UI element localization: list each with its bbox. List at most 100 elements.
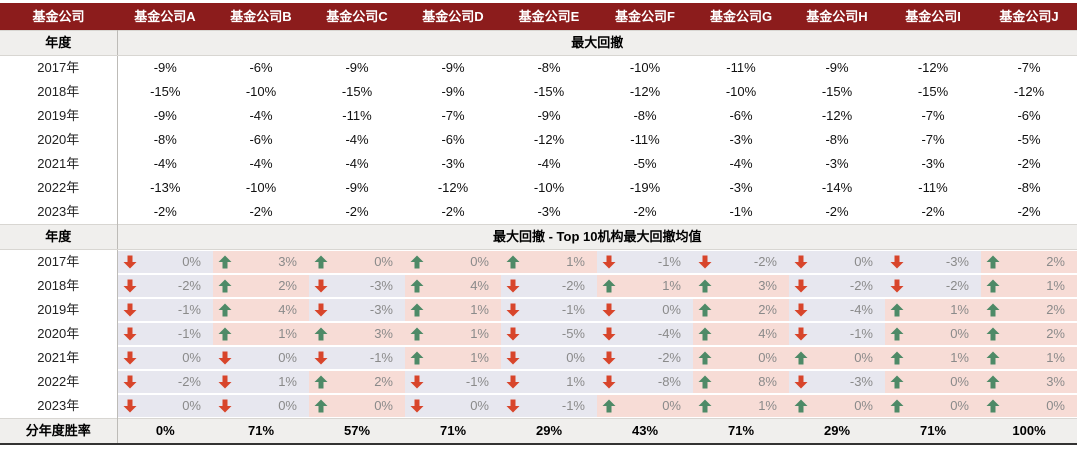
relative-drawdown-value: 0% [854,350,873,365]
cell-background: 0% [309,251,405,273]
up-arrow-icon [890,351,904,365]
up-arrow-icon [218,327,232,341]
relative-drawdown-cell: 1% [885,346,981,370]
drawdown-value: -4% [345,132,369,147]
down-arrow-icon [218,351,232,365]
drawdown-value: -6% [249,60,273,75]
relative-drawdown-cell: -1% [501,394,597,419]
up-arrow-icon [314,375,328,389]
relative-drawdown-cell: 0% [789,250,885,275]
relative-drawdown-cell: 0% [501,346,597,370]
header-row: 基金公司 基金公司A 基金公司B 基金公司C 基金公司D 基金公司E 基金公司F… [0,3,1077,31]
up-arrow-icon [986,255,1000,269]
relative-drawdown-value: 1% [1046,278,1065,293]
relative-drawdown-cell: 3% [981,370,1077,394]
relative-drawdown-cell: 1% [405,298,501,322]
year-label: 2022年 [0,176,118,200]
up-arrow-icon [890,375,904,389]
drawdown-value: -10% [629,60,661,75]
relative-drawdown-cell: -3% [309,298,405,322]
relative-drawdown-value: -4% [849,302,873,317]
section1-row: 2017年 -9% -6% -9% -9% -8% -10% -11% -9% -12% -7% [0,55,1077,80]
relative-drawdown-cell: 1% [981,346,1077,370]
relative-drawdown-value: -2% [177,374,201,389]
down-arrow-icon [506,375,520,389]
up-arrow-icon [698,327,712,341]
relative-drawdown-value: 3% [1046,374,1065,389]
relative-drawdown-value: 2% [758,302,777,317]
year-label: 2020年 [0,128,118,152]
drawdown-value: -5% [633,156,657,171]
drawdown-value: -12% [533,132,565,147]
drawdown-value: -7% [1017,60,1041,75]
section1-row: 2018年 -15% -10% -15% -9% -15% -12% -10% -15% -15%… [0,80,1077,104]
down-arrow-icon [123,351,136,365]
drawdown-value: -2% [921,204,945,219]
relative-drawdown-value: -1% [657,254,681,269]
relative-drawdown-value: 0% [278,398,297,413]
up-arrow-icon [602,279,616,293]
relative-drawdown-cell: 0% [885,370,981,394]
relative-drawdown-value: 0% [950,398,969,413]
relative-drawdown-cell: 2% [981,322,1077,346]
drawdown-value: -2% [345,204,369,219]
section2-row: 2017年 0% 3% 0% 0% 1% -1% -2% 0% -3% 2% [0,249,1077,275]
drawdown-value: -9% [441,84,465,99]
relative-drawdown-cell: -2% [501,274,597,298]
up-arrow-icon [410,255,424,269]
drawdown-value: -10% [245,180,277,195]
drawdown-value: -8% [1017,180,1041,195]
down-arrow-icon [218,375,232,389]
header-company-f: 基金公司F [597,3,693,31]
relative-drawdown-value: -2% [849,278,873,293]
relative-drawdown-cell: 0% [597,394,693,419]
section2-row: 2022年 -2% 1% 2% -1% 1% -8% 8% -3% 0% 3% [0,370,1077,394]
relative-drawdown-cell: 2% [981,250,1077,275]
relative-drawdown-cell: -5% [501,322,597,346]
relative-drawdown-value: 3% [374,326,393,341]
year-label: 2022年 [0,370,118,394]
relative-drawdown-cell: 0% [309,394,405,419]
cell-background: 3% [981,371,1077,393]
relative-drawdown-value: -3% [849,374,873,389]
drawdown-value: -11% [918,180,948,195]
relative-drawdown-cell: 2% [693,298,789,322]
cell-background: -3% [309,299,405,321]
cell-background: -3% [885,251,981,273]
drawdown-value: -9% [345,180,369,195]
cell-background: 1% [597,275,693,297]
relative-drawdown-value: -1% [465,374,489,389]
year-label: 2019年 [0,104,118,128]
down-arrow-icon [410,375,424,389]
relative-drawdown-cell: 4% [693,322,789,346]
section1-row: 2021年 -4% -4% -4% -3% -4% -5% -4% -3% -3% -2% [0,152,1077,176]
relative-drawdown-value: 1% [1046,350,1065,365]
relative-drawdown-cell: 1% [213,370,309,394]
header-company-b: 基金公司B [213,3,309,31]
drawdown-value: -10% [533,180,565,195]
cell-background: 1% [405,323,501,345]
up-arrow-icon [698,375,712,389]
relative-drawdown-cell: -1% [309,346,405,370]
relative-drawdown-cell: 2% [309,370,405,394]
section1-row: 2023年 -2% -2% -2% -2% -3% -2% -1% -2% -2% -2% [0,200,1077,225]
down-arrow-icon [123,255,136,269]
cell-background: 1% [885,299,981,321]
up-arrow-icon [218,279,232,293]
drawdown-value: -3% [729,132,753,147]
year-label: 2021年 [0,152,118,176]
cell-background: 0% [789,347,885,369]
down-arrow-icon [890,279,904,293]
relative-drawdown-cell: -4% [789,298,885,322]
up-arrow-icon [314,255,328,269]
cell-background: 0% [789,251,885,273]
relative-drawdown-cell: -2% [693,250,789,275]
up-arrow-icon [410,351,424,365]
cell-background: 4% [213,299,309,321]
cell-background: 1% [981,347,1077,369]
relative-drawdown-value: -2% [945,278,969,293]
up-arrow-icon [698,303,712,317]
cell-background: 3% [309,323,405,345]
down-arrow-icon [410,399,424,413]
down-arrow-icon [794,279,808,293]
